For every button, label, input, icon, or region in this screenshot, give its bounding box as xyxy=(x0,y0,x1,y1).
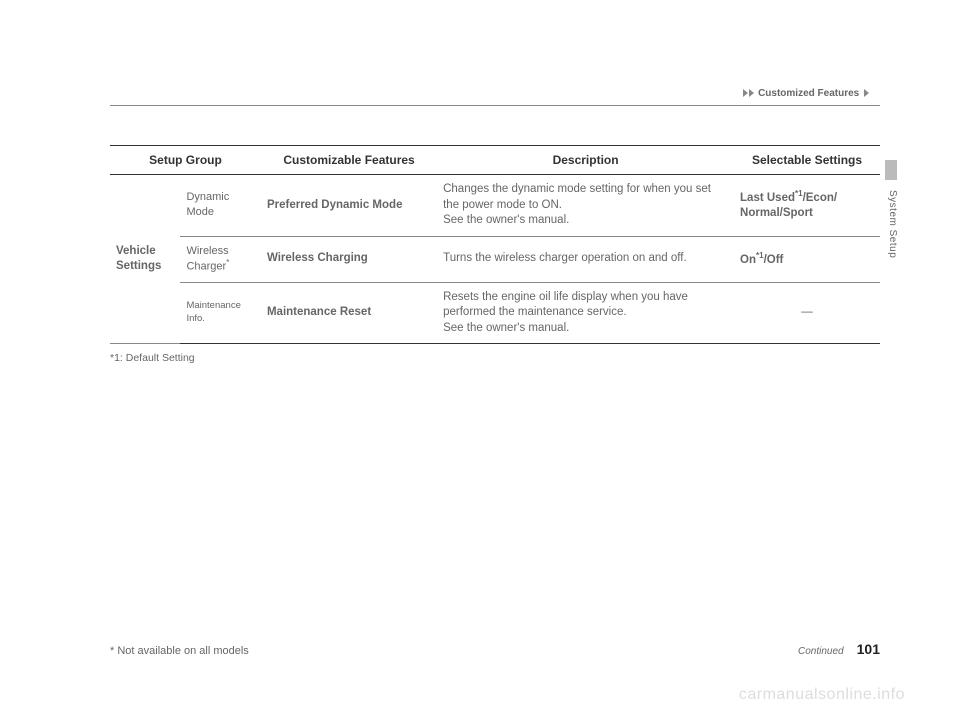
desc-line: Changes the dynamic mode setting for whe… xyxy=(443,183,711,211)
cell-description: Changes the dynamic mode setting for whe… xyxy=(437,175,734,237)
desc-line: See the owner's manual. xyxy=(443,322,569,334)
settings-text: /Off xyxy=(764,253,784,265)
settings-text: Last Used xyxy=(740,192,795,204)
settings-sup: *1 xyxy=(795,189,803,198)
continued-label: Continued xyxy=(798,646,844,657)
side-section-label: System Setup xyxy=(887,190,898,258)
chevron-right-icon xyxy=(743,89,748,97)
subgroup-text: Wireless Charger xyxy=(186,245,228,274)
cell-description: Turns the wireless charger operation on … xyxy=(437,236,734,282)
cell-feature: Preferred Dynamic Mode xyxy=(261,175,437,237)
th-group: Setup Group xyxy=(110,146,261,175)
table-header-row: Setup Group Customizable Features Descri… xyxy=(110,146,880,175)
table-row: Maintenance Info. Maintenance Reset Rese… xyxy=(110,282,880,344)
cell-settings: Last Used*1/Econ/ Normal/Sport xyxy=(734,175,880,237)
cell-settings: — xyxy=(734,282,880,344)
side-tab-marker xyxy=(885,160,897,180)
chevron-right-icon xyxy=(749,89,754,97)
features-table: Setup Group Customizable Features Descri… xyxy=(110,145,880,344)
subgroup-sup: * xyxy=(226,258,229,267)
desc-line: See the owner's manual. xyxy=(443,214,569,226)
desc-line: Resets the engine oil life display when … xyxy=(443,291,688,319)
watermark: carmanualsonline.info xyxy=(739,686,905,704)
chevron-right-icon xyxy=(864,89,869,97)
manual-page: Customized Features System Setup Setup G… xyxy=(0,0,960,722)
cell-description: Resets the engine oil life display when … xyxy=(437,282,734,344)
header-rule xyxy=(110,105,880,106)
settings-text: On xyxy=(740,253,756,265)
th-description: Description xyxy=(437,146,734,175)
footnote-default: *1: Default Setting xyxy=(110,352,880,364)
breadcrumb-text: Customized Features xyxy=(758,88,859,99)
settings-sup: *1 xyxy=(756,251,764,260)
table-row: Vehicle Settings Dynamic Mode Preferred … xyxy=(110,175,880,237)
table-row: Wireless Charger* Wireless Charging Turn… xyxy=(110,236,880,282)
th-settings: Selectable Settings xyxy=(734,146,880,175)
breadcrumb: Customized Features xyxy=(743,88,870,99)
cell-feature: Wireless Charging xyxy=(261,236,437,282)
cell-group: Vehicle Settings xyxy=(110,175,180,344)
cell-feature: Maintenance Reset xyxy=(261,282,437,344)
cell-subgroup: Maintenance Info. xyxy=(180,282,261,344)
cell-subgroup: Wireless Charger* xyxy=(180,236,261,282)
cell-settings: On*1/Off xyxy=(734,236,880,282)
page-footer: * Not available on all models Continued … xyxy=(110,641,880,657)
cell-subgroup: Dynamic Mode xyxy=(180,175,261,237)
footnote-availability: * Not available on all models xyxy=(110,645,249,657)
page-number: 101 xyxy=(857,641,880,657)
th-features: Customizable Features xyxy=(261,146,437,175)
footer-right: Continued 101 xyxy=(798,641,880,657)
